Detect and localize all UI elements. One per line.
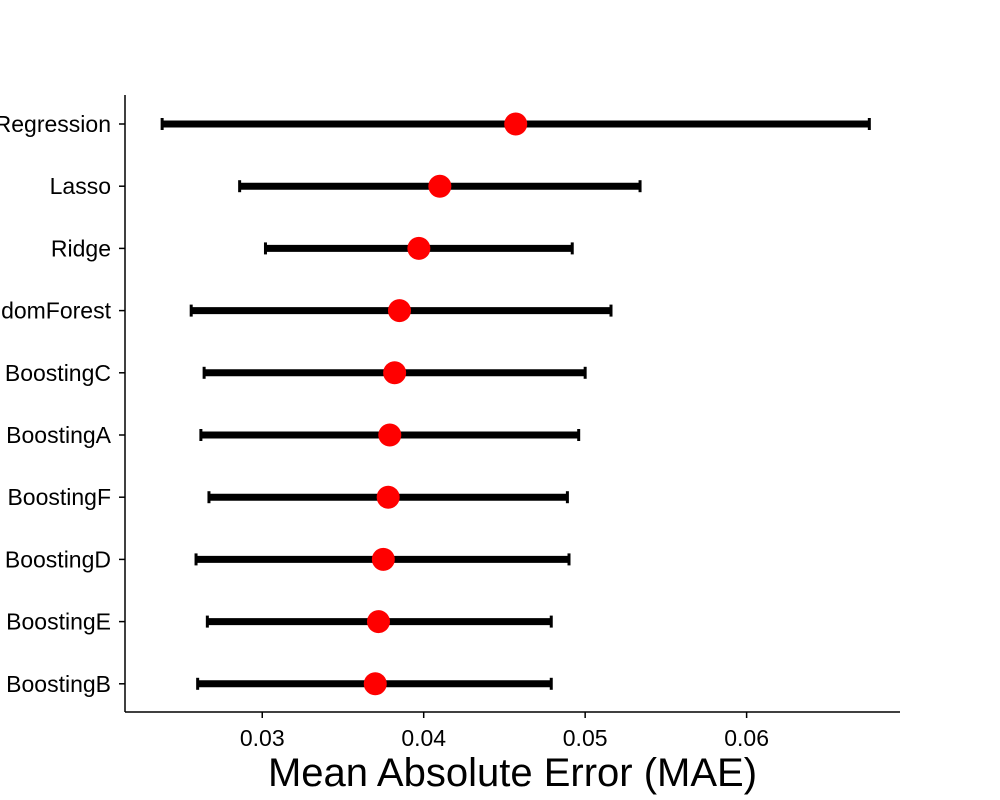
- y-ticks: Regression Lasso Ridge domForest BoostingC Bo…: [0, 111, 125, 697]
- data-point: [387, 299, 411, 323]
- x-tick-label: 0.05: [563, 725, 608, 751]
- y-tick-label: Lasso: [50, 173, 111, 199]
- data-point: [428, 174, 452, 198]
- data-point: [371, 547, 395, 571]
- x-tick-label: 0.04: [401, 725, 446, 751]
- y-tick-label: Regression: [0, 111, 111, 137]
- error-bars: [160, 118, 871, 690]
- data-point: [363, 672, 387, 696]
- x-ticks: 0.03 0.04 0.05 0.06: [240, 712, 769, 751]
- x-axis-title: Mean Absolute Error (MAE): [268, 751, 757, 795]
- axes: [124, 95, 900, 713]
- y-tick-label: BoostingF: [7, 484, 111, 510]
- y-tick-label: BoostingB: [6, 671, 111, 697]
- y-tick-label: BoostingD: [5, 546, 111, 572]
- data-point: [504, 112, 528, 136]
- y-tick-label: BoostingE: [6, 609, 111, 635]
- y-tick-label: Ridge: [51, 235, 111, 261]
- y-tick-label: domForest: [1, 298, 112, 324]
- data-point: [383, 361, 407, 385]
- y-tick-label: BoostingA: [6, 422, 112, 448]
- x-tick-label: 0.03: [240, 725, 285, 751]
- points: [363, 112, 528, 696]
- x-tick-label: 0.06: [724, 725, 769, 751]
- y-tick-label: BoostingC: [5, 360, 111, 386]
- data-point: [366, 610, 390, 634]
- data-point: [378, 423, 402, 447]
- data-point: [407, 236, 431, 260]
- data-point: [376, 485, 400, 509]
